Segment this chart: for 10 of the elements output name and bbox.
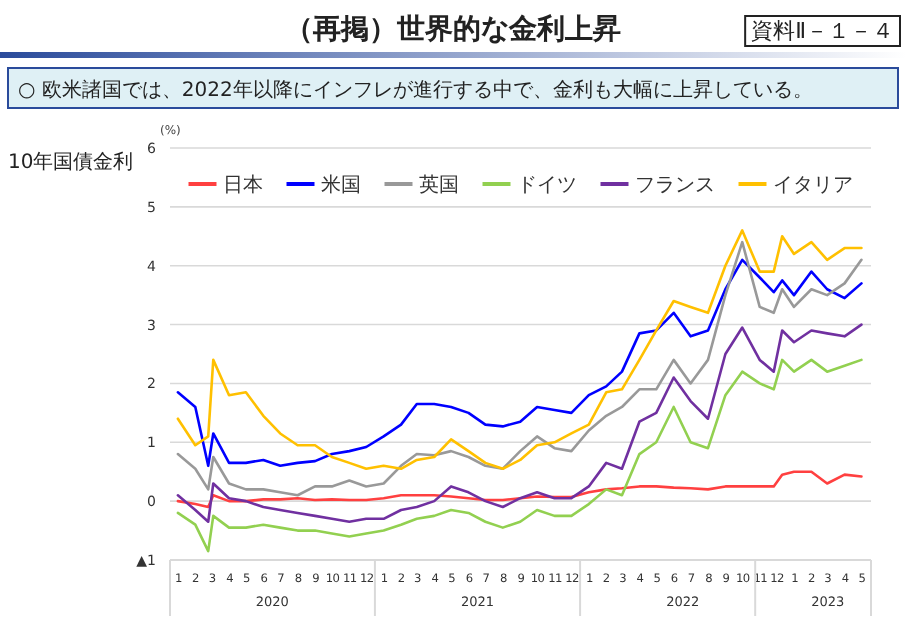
legend-label: フランス bbox=[634, 175, 715, 197]
legend-label: 日本 bbox=[222, 173, 263, 197]
chart-subtitle: ○ 欧米諸国では、2022年以降にインフレが進行する中で、金利も大幅に上昇している。 bbox=[18, 78, 813, 102]
chart-title: （再掲）世界的な金利上昇 bbox=[285, 14, 621, 46]
legend-label: 英国 bbox=[418, 173, 459, 197]
legend-label: 米国 bbox=[320, 173, 361, 197]
text: 10年国債金利 bbox=[8, 150, 134, 174]
legend-label: ドイツ bbox=[516, 175, 577, 197]
text: 資料Ⅱ－１－４ bbox=[751, 18, 894, 44]
legend-label: イタリア bbox=[772, 175, 853, 197]
